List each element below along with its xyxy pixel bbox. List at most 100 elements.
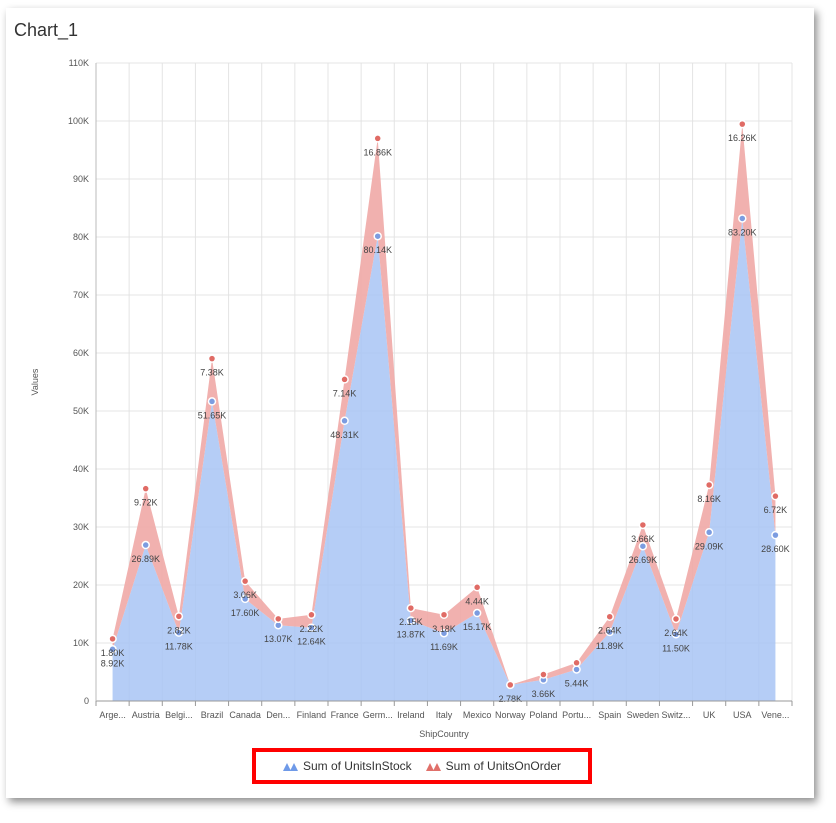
point-units-on-order[interactable] bbox=[605, 612, 614, 621]
data-label-units-on-order: 2.22K bbox=[300, 624, 324, 634]
point-units-on-order[interactable] bbox=[274, 614, 283, 624]
data-label-units-in-stock: 83.20K bbox=[728, 227, 757, 237]
data-label-units-in-stock: 51.65K bbox=[198, 410, 227, 420]
x-tick-label: France bbox=[331, 710, 359, 720]
x-tick-label: Finland bbox=[297, 710, 327, 720]
data-label-units-in-stock: 48.31K bbox=[330, 430, 359, 440]
point-units-on-order[interactable] bbox=[406, 603, 416, 613]
x-tick-label: Sweden bbox=[627, 710, 660, 720]
data-label-units-on-order: 9.72K bbox=[134, 498, 158, 508]
point-units-in-stock[interactable] bbox=[738, 214, 747, 223]
data-label-units-in-stock: 12.64K bbox=[297, 637, 326, 647]
y-tick-label: 30K bbox=[73, 522, 89, 532]
y-tick-label: 0 bbox=[84, 696, 89, 706]
legend-item-units-in-stock[interactable]: Sum of UnitsInStock bbox=[282, 759, 412, 773]
data-label-units-on-order: 3.18K bbox=[432, 624, 456, 634]
point-units-in-stock[interactable] bbox=[108, 645, 117, 654]
legend-item-units-on-order[interactable]: Sum of UnitsOnOrder bbox=[425, 759, 561, 773]
point-units-in-stock[interactable] bbox=[240, 594, 250, 604]
point-units-in-stock[interactable] bbox=[340, 416, 349, 426]
point-units-on-order[interactable] bbox=[572, 658, 581, 668]
chart-title: Chart_1 bbox=[14, 20, 79, 40]
y-tick-label: 110K bbox=[69, 58, 89, 68]
y-tick-label: 100K bbox=[68, 116, 89, 126]
data-label-units-in-stock: 3.66K bbox=[532, 689, 556, 699]
point-units-on-order[interactable] bbox=[704, 480, 714, 490]
data-label-units-on-order: 2.64K bbox=[664, 628, 688, 638]
label-layer: 8.92K 26.89K 11.78K 51.65K 17.60K 13.07K 12.64… bbox=[101, 133, 790, 704]
point-units-in-stock[interactable] bbox=[771, 530, 780, 540]
data-label-units-on-order: 7.14K bbox=[333, 388, 357, 398]
data-label-units-in-stock: 26.89K bbox=[131, 554, 160, 564]
data-label-units-in-stock: 17.60K bbox=[231, 608, 260, 618]
data-label-units-on-order: 3.66K bbox=[631, 534, 655, 544]
data-label-units-on-order: 16.26K bbox=[728, 133, 757, 143]
data-label-units-on-order: 1.80K bbox=[101, 648, 125, 658]
x-tick-label: Vene... bbox=[761, 710, 789, 720]
data-label-units-in-stock: 11.69K bbox=[430, 642, 458, 652]
point-units-on-order[interactable] bbox=[207, 354, 217, 363]
data-label-units-in-stock: 11.50K bbox=[662, 643, 690, 653]
data-label-units-in-stock: 11.78K bbox=[165, 642, 193, 652]
data-label-units-on-order: 2.64K bbox=[598, 626, 622, 636]
data-label-units-on-order: 3.06K bbox=[233, 590, 257, 600]
x-tick-label: Spain bbox=[598, 710, 621, 720]
x-tick-label: Den... bbox=[266, 710, 290, 720]
y-axis-title: Values bbox=[30, 368, 40, 395]
x-tick-label: Arge... bbox=[99, 710, 126, 720]
point-units-on-order[interactable] bbox=[141, 484, 150, 493]
x-tick-label: Mexico bbox=[463, 710, 492, 720]
point-units-on-order[interactable] bbox=[671, 614, 681, 624]
data-label-units-in-stock: 26.69K bbox=[629, 555, 658, 565]
point-units-on-order[interactable] bbox=[307, 610, 316, 620]
point-units-in-stock[interactable] bbox=[638, 541, 648, 551]
data-label-units-in-stock: 5.44K bbox=[565, 678, 589, 688]
x-axis-title: ShipCountry bbox=[419, 729, 469, 739]
data-label-units-on-order: 2.15K bbox=[399, 617, 423, 627]
data-label-units-on-order: 8.16K bbox=[697, 494, 721, 504]
point-units-on-order[interactable] bbox=[240, 576, 250, 586]
x-tick-label: Norway bbox=[495, 710, 526, 720]
data-label-units-on-order: 6.72K bbox=[764, 505, 788, 515]
point-units-on-order[interactable] bbox=[439, 610, 449, 620]
x-tick-label: Ireland bbox=[397, 710, 425, 720]
point-units-in-stock[interactable] bbox=[307, 623, 316, 632]
point-units-on-order[interactable] bbox=[174, 612, 184, 621]
point-units-in-stock[interactable] bbox=[671, 630, 681, 639]
data-label-units-in-stock: 2.78K bbox=[499, 694, 523, 704]
point-units-in-stock[interactable] bbox=[472, 608, 482, 618]
point-units-on-order[interactable] bbox=[771, 491, 780, 501]
point-units-on-order[interactable] bbox=[373, 134, 382, 143]
y-tick-label: 50K bbox=[73, 406, 89, 416]
y-tick-label: 20K bbox=[73, 580, 89, 590]
point-units-on-order[interactable] bbox=[472, 583, 482, 592]
x-tick-label: Portu... bbox=[562, 710, 591, 720]
point-units-on-order[interactable] bbox=[638, 520, 648, 530]
axis-layer: 0 10K 20K 30K 40K 50K 60K 70K 80K 90K 100K 110K Arge… bbox=[68, 58, 793, 720]
x-tick-label: UK bbox=[703, 710, 716, 720]
point-units-on-order[interactable] bbox=[539, 670, 548, 679]
y-tick-label: 80K bbox=[73, 232, 89, 242]
point-units-on-order[interactable] bbox=[506, 680, 515, 690]
point-units-on-order[interactable] bbox=[340, 375, 349, 384]
point-units-in-stock[interactable] bbox=[704, 528, 714, 537]
data-label-units-in-stock: 15.17K bbox=[463, 622, 492, 632]
point-units-in-stock[interactable] bbox=[207, 397, 217, 406]
point-units-in-stock[interactable] bbox=[373, 231, 382, 241]
point-units-in-stock[interactable] bbox=[605, 627, 614, 637]
data-label-units-in-stock: 28.60K bbox=[761, 544, 790, 554]
y-tick-label: 90K bbox=[73, 174, 89, 184]
area-series-icon bbox=[282, 763, 298, 771]
point-units-in-stock[interactable] bbox=[439, 628, 449, 638]
point-units-in-stock[interactable] bbox=[141, 540, 150, 550]
x-tick-label: USA bbox=[733, 710, 752, 720]
y-tick-label: 10K bbox=[73, 638, 89, 648]
point-units-in-stock[interactable] bbox=[406, 616, 416, 625]
x-tick-label: Switz... bbox=[661, 710, 690, 720]
point-units-on-order[interactable] bbox=[738, 119, 747, 129]
data-label-units-on-order: 16.86K bbox=[363, 147, 392, 157]
point-units-in-stock[interactable] bbox=[174, 628, 184, 637]
point-units-on-order[interactable] bbox=[108, 634, 117, 644]
data-label-units-in-stock: 29.09K bbox=[695, 541, 724, 551]
